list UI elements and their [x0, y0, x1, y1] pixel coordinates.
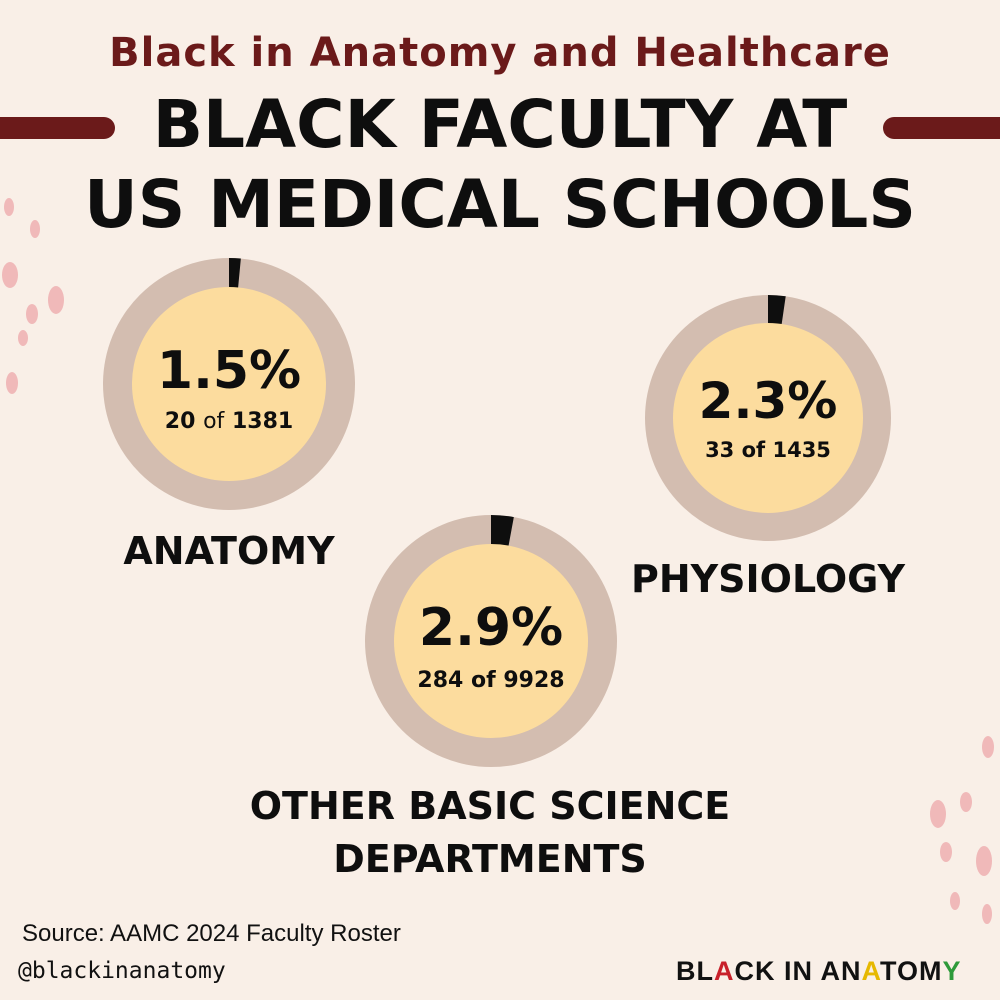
percent-value: 2.9%: [419, 598, 563, 658]
decor-dot: [18, 330, 28, 346]
count-total: 1381: [232, 409, 293, 434]
donut-inner: [132, 287, 326, 481]
category-label-other-line-1: OTHER BASIC SCIENCE: [249, 784, 731, 828]
decor-dot: [30, 220, 40, 238]
donut-inner: [673, 323, 863, 513]
count-value: 20: [165, 409, 196, 434]
decor-dot: [4, 198, 14, 216]
source-note: Source: AAMC 2024 Faculty Roster: [22, 920, 401, 947]
social-handle: @blackinanatomy: [18, 958, 226, 984]
subtitle: Black in Anatomy and Healthcare: [109, 30, 891, 76]
donut-chart-other-basic-science: 2.9% 284 of 9928: [365, 515, 617, 767]
count-label: 284 of 9928: [417, 668, 564, 693]
count-label: 33 of 1435: [705, 438, 831, 462]
accent-bar-right: [883, 117, 1000, 139]
logo-part: CK IN AN: [734, 956, 862, 986]
category-label-other: OTHER BASIC SCIENCE DEPARTMENTS: [180, 780, 800, 886]
category-label-anatomy: ANATOMY: [123, 529, 335, 573]
decor-dot: [960, 792, 972, 812]
count-of: of: [203, 409, 225, 434]
percent-value: 2.3%: [699, 372, 838, 430]
decor-dot: [6, 372, 18, 394]
decor-dot: [982, 904, 992, 924]
donut-chart-anatomy: 1.5% 20 of 1381: [103, 258, 355, 510]
decor-dot: [48, 286, 64, 314]
page-title-line-2: US MEDICAL SCHOOLS: [84, 166, 916, 243]
logo-part: BL: [676, 956, 714, 986]
logo-part: A: [861, 956, 880, 986]
decor-dot: [940, 842, 952, 862]
page-title-line-1: BLACK FACULTY AT: [152, 86, 848, 163]
brand-logo: BLACK IN ANATOMY: [676, 956, 962, 987]
logo-part: A: [714, 956, 735, 986]
decor-dot: [976, 846, 992, 876]
decor-dot: [930, 800, 946, 828]
decor-dot: [26, 304, 38, 324]
count-label: 20 of 1381: [165, 409, 293, 434]
donut-inner: [394, 544, 588, 738]
decor-dot: [950, 892, 960, 910]
logo-part: Y: [942, 956, 962, 986]
decor-dot: [2, 262, 18, 288]
accent-bar-left: [0, 117, 115, 139]
logo-part: TOM: [880, 956, 943, 986]
category-label-other-line-2: DEPARTMENTS: [333, 837, 647, 882]
category-label-physiology: PHYSIOLOGY: [630, 557, 905, 601]
percent-value: 1.5%: [157, 341, 301, 401]
donut-chart-physiology: 2.3% 33 of 1435: [645, 295, 891, 541]
decor-dot: [982, 736, 994, 758]
